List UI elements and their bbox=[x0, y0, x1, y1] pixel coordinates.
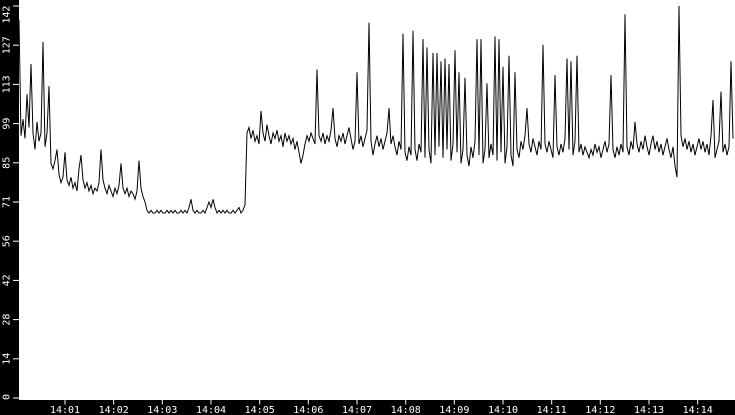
y-tick-label: 99 bbox=[2, 118, 13, 130]
x-tick-label: 14:08 bbox=[391, 405, 421, 415]
y-tick-label: 71 bbox=[2, 196, 13, 208]
y-tick-label: 14 bbox=[2, 353, 13, 365]
x-tick-label: 14:01 bbox=[50, 405, 80, 415]
y-tick-label: 85 bbox=[2, 157, 13, 169]
x-tick-label: 14:06 bbox=[293, 405, 323, 415]
x-tick-label: 14:02 bbox=[99, 405, 129, 415]
y-tick-label: 142 bbox=[2, 6, 13, 24]
x-tick-label: 14:07 bbox=[342, 405, 372, 415]
y-tick-label: 56 bbox=[2, 235, 13, 247]
x-tick-label: 14:10 bbox=[488, 405, 518, 415]
x-tick-label: 14:09 bbox=[439, 405, 469, 415]
y-tick-label: 113 bbox=[2, 75, 13, 93]
y-axis-strip bbox=[0, 0, 19, 400]
x-tick-label: 14:14 bbox=[683, 405, 713, 415]
x-axis-ticks: 14:01 14:02 14:03 14:04 14:05 14:06 14:07 14:08… bbox=[50, 400, 713, 415]
x-tick-label: 14:11 bbox=[537, 405, 567, 415]
x-tick-label: 14:03 bbox=[147, 405, 177, 415]
x-tick-label: 14:13 bbox=[634, 405, 664, 415]
y-tick-label: 42 bbox=[2, 274, 13, 286]
x-tick-label: 14:04 bbox=[196, 405, 226, 415]
y-tick-label: 0 bbox=[2, 394, 13, 400]
y-tick-label: 28 bbox=[2, 314, 13, 326]
x-tick-label: 14:12 bbox=[585, 405, 615, 415]
x-tick-label: 14:05 bbox=[245, 405, 275, 415]
y-axis-ticks: 142 127 113 99 85 71 56 42 28 14 0 bbox=[2, 5, 19, 400]
data-series-line bbox=[18, 5, 734, 215]
y-tick-label: 127 bbox=[2, 36, 13, 54]
